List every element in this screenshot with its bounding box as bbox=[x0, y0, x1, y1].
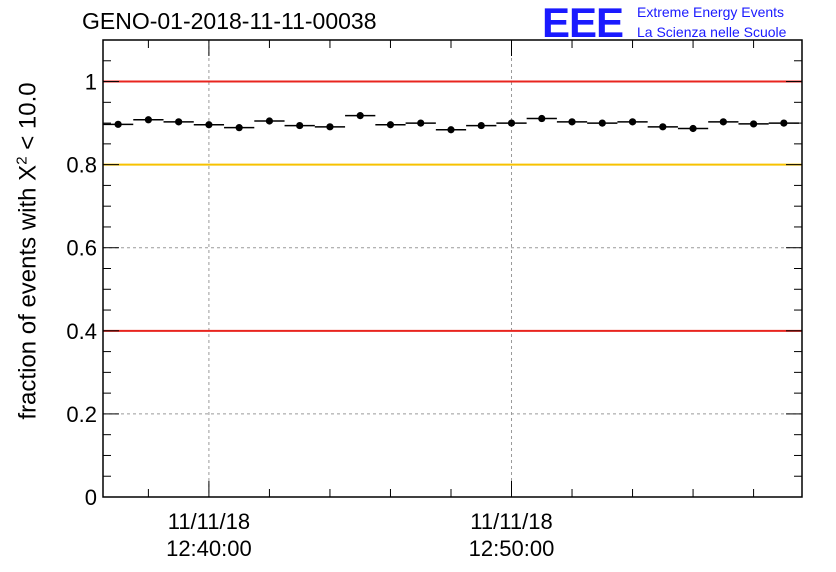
y-axis-label-suffix: < 10.0 bbox=[14, 82, 42, 157]
data-point bbox=[659, 123, 667, 131]
data-point bbox=[477, 121, 485, 130]
data-point bbox=[326, 123, 334, 131]
data-point bbox=[386, 121, 395, 129]
logo-line-1: Extreme Energy Events bbox=[637, 4, 785, 20]
data-point bbox=[205, 121, 213, 129]
data-point bbox=[447, 126, 455, 134]
y-axis-label-exp: 2 bbox=[13, 156, 31, 165]
chart-title: GENO-01-2018-11-11-00038 bbox=[82, 8, 377, 34]
eee-logo: EEE bbox=[542, 0, 624, 46]
data-point bbox=[417, 119, 425, 127]
data-point bbox=[538, 114, 546, 123]
data-point bbox=[749, 120, 758, 128]
y-tick-label: 0.2 bbox=[66, 402, 97, 427]
y-axis-label-prefix: fraction of events with bbox=[14, 180, 42, 420]
y-tick-label: 0.8 bbox=[66, 153, 97, 178]
data-point bbox=[265, 117, 274, 125]
data-point bbox=[296, 121, 304, 130]
y-tick-label: 0.4 bbox=[66, 319, 97, 344]
y-axis-label: fraction of events with X2 < 10.0 bbox=[14, 82, 43, 419]
y-tick-label: 0 bbox=[85, 485, 97, 510]
data-point bbox=[114, 120, 122, 128]
y-axis-label-chi: X bbox=[14, 164, 42, 181]
y-tick-label: 0.6 bbox=[66, 236, 97, 261]
data-point bbox=[144, 116, 152, 124]
data-point bbox=[628, 118, 637, 126]
x-tick-date: 11/11/18 bbox=[470, 509, 553, 534]
data-point bbox=[780, 119, 788, 127]
y-tick-label: 1 bbox=[85, 70, 97, 95]
data-point bbox=[507, 119, 516, 127]
data-point bbox=[719, 118, 727, 126]
plot-frame bbox=[102, 39, 803, 498]
data-point bbox=[689, 124, 697, 133]
logo-line-2: La Scienza nelle Scuole bbox=[637, 24, 787, 40]
data-point bbox=[568, 118, 576, 126]
x-tick-label: 11/11/18 12:40:00 bbox=[166, 508, 252, 562]
data-point bbox=[598, 119, 606, 127]
x-tick-time: 12:50:00 bbox=[468, 536, 555, 561]
x-tick-time: 12:40:00 bbox=[166, 536, 252, 561]
data-point bbox=[235, 124, 243, 132]
data-point bbox=[175, 118, 183, 126]
x-tick-date: 11/11/18 bbox=[167, 509, 251, 534]
data-point bbox=[356, 112, 364, 120]
x-tick-label: 11/11/18 12:50:00 bbox=[469, 508, 555, 562]
